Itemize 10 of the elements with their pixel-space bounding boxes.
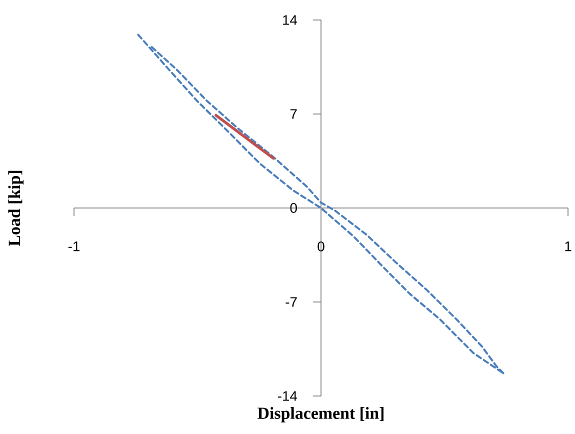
y-tick-label: -7 — [286, 297, 297, 307]
y-tick-label: 7 — [290, 109, 297, 119]
y-tick-label: 14 — [283, 15, 298, 25]
y-tick-label: -14 — [278, 391, 298, 401]
y-axis-title: Load [kip] — [8, 170, 24, 246]
y-tick-label: 0 — [290, 203, 297, 213]
x-tick-label: 1 — [565, 242, 572, 252]
x-axis-title: Displacement [in] — [258, 407, 384, 422]
x-tick-label: 0 — [318, 242, 324, 252]
x-tick-label: -1 — [68, 242, 80, 252]
